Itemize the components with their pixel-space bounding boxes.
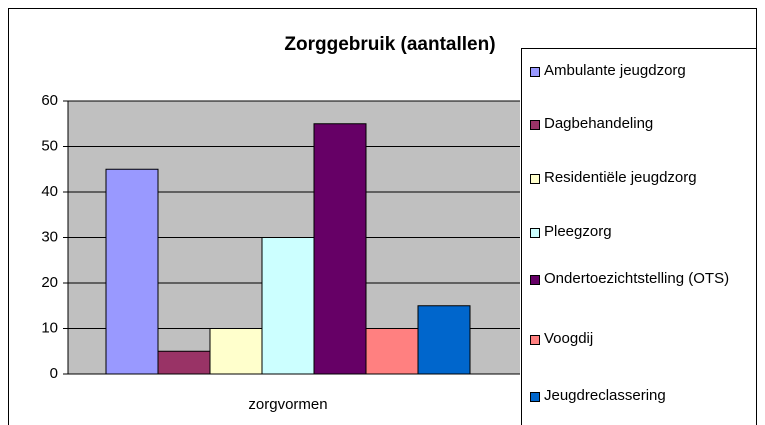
legend-label: Jeugdreclassering	[544, 387, 666, 404]
bar	[261, 237, 315, 375]
legend-item: Ambulante jeugdzorg	[530, 62, 756, 80]
legend-item: Jeugdreclassering	[530, 387, 756, 405]
legend-swatch	[530, 174, 540, 184]
legend-label: Pleegzorg	[544, 223, 612, 240]
legend-swatch	[530, 335, 540, 345]
legend-item: Pleegzorg	[530, 223, 756, 241]
legend-swatch	[530, 392, 540, 402]
legend-swatch	[530, 120, 540, 130]
legend-label: Ambulante jeugdzorg	[544, 62, 686, 79]
y-tick-label: 50	[41, 137, 58, 154]
bar	[365, 328, 419, 375]
legend-item: Dagbehandeling	[530, 115, 756, 133]
legend-label: Voogdij	[544, 330, 594, 347]
y-tick-label: 10	[41, 319, 58, 336]
legend-item: Voogdij	[530, 330, 756, 348]
legend-swatch	[530, 67, 540, 77]
legend-label: Residentiële jeugdzorg	[544, 169, 697, 186]
chart-title: Zorggebruik (aantallen)	[284, 34, 495, 55]
bar	[157, 350, 211, 375]
y-tick-label: 0	[50, 365, 58, 382]
legend: Ambulante jeugdzorg Dagbehandeling Residen…	[521, 48, 757, 425]
y-tick-label: 40	[41, 183, 58, 200]
y-tick-label: 30	[41, 228, 58, 245]
y-tick-label: 60	[41, 92, 58, 109]
legend-label: Dagbehandeling	[544, 115, 654, 132]
bar	[105, 168, 159, 375]
legend-swatch	[530, 228, 540, 238]
y-tick-label: 20	[41, 274, 58, 291]
bar	[209, 328, 263, 375]
legend-label: Ondertoezichtstelling (OTS)	[544, 270, 730, 287]
x-tick-label: zorgvormen	[248, 396, 327, 413]
legend-item: Ondertoezichtstelling (OTS)	[530, 270, 756, 288]
legend-swatch	[530, 275, 540, 285]
bar	[313, 123, 367, 375]
bar	[417, 305, 471, 375]
legend-item: Residentiële jeugdzorg	[530, 169, 756, 187]
